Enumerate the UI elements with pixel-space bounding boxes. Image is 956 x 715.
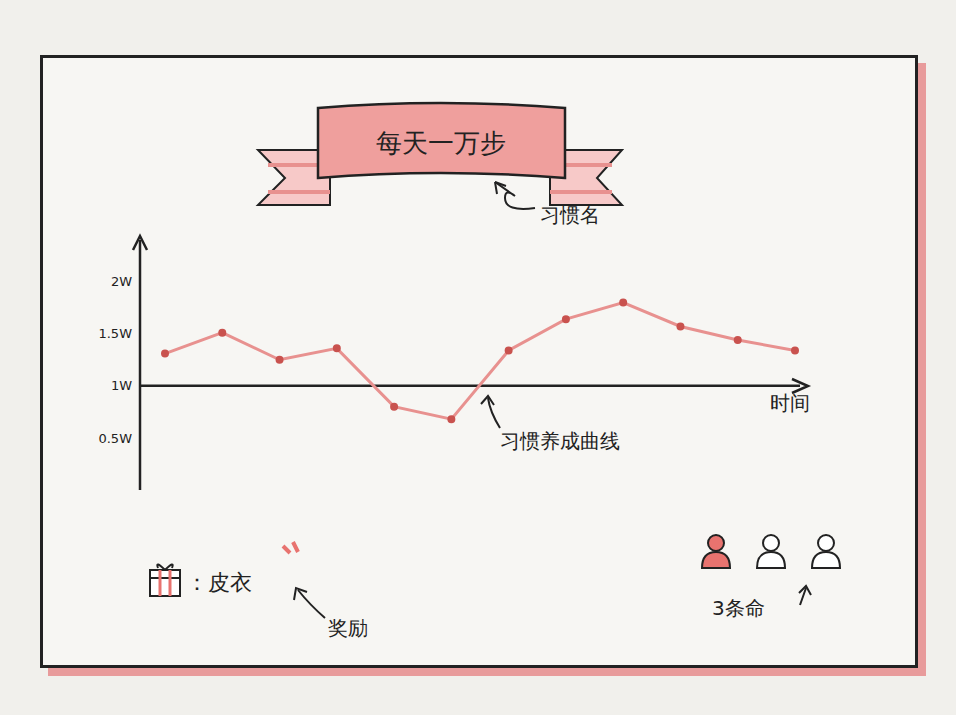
svg-text:1W: 1W — [111, 378, 132, 393]
svg-text:2W: 2W — [111, 274, 132, 289]
svg-text:0.5W: 0.5W — [98, 431, 132, 446]
svg-text:习惯名: 习惯名 — [540, 203, 600, 227]
svg-text:1.5W: 1.5W — [98, 326, 132, 341]
svg-text:时间: 时间 — [770, 391, 810, 415]
svg-text:3条命: 3条命 — [712, 596, 765, 620]
svg-text:奖励: 奖励 — [328, 616, 368, 640]
svg-text:习惯养成曲线: 习惯养成曲线 — [500, 429, 620, 453]
svg-text:每天一万步: 每天一万步 — [376, 128, 506, 158]
svg-text:：皮衣: ：皮衣 — [186, 570, 252, 595]
